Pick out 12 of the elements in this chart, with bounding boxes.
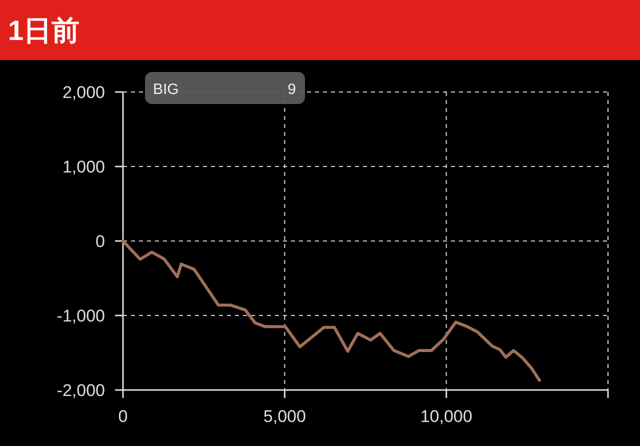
y-tick-label: -1,000 — [56, 306, 105, 326]
y-tick-label: 0 — [96, 232, 105, 251]
annotation: 9 — [288, 81, 296, 98]
annotation: BIG — [153, 81, 179, 98]
line-series — [122, 240, 541, 382]
x-tick-label: 5,000 — [263, 407, 306, 426]
x-tick-label: 0 — [118, 407, 128, 426]
chart-title: 1日前 — [8, 15, 80, 46]
x-tick-label: 10,000 — [420, 407, 472, 426]
y-tick-label: 1,000 — [62, 158, 105, 176]
y-tick-label: 2,000 — [62, 83, 105, 102]
y-tick-label: -2,000 — [56, 381, 105, 400]
